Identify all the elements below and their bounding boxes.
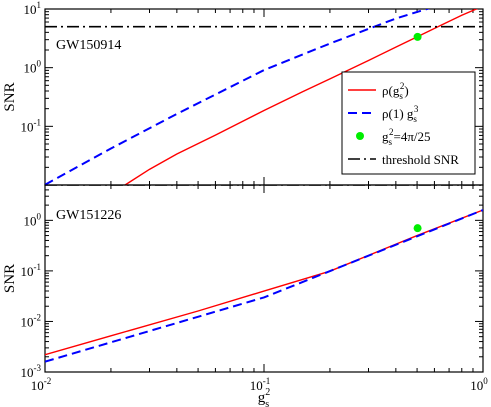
xlabel-main: g [258, 390, 266, 406]
legend-sub: s [399, 91, 403, 101]
tick-mantissa: 10 [31, 378, 44, 393]
legend-label: ρ(gs2) [382, 81, 409, 101]
tick-mantissa: 10 [24, 213, 37, 228]
legend-label: ρ(1) gs3 [382, 104, 419, 124]
legend-main: g [382, 129, 389, 144]
legend-sub: s [389, 137, 393, 147]
legend-sup: 3 [414, 104, 419, 114]
tick-mantissa: 10 [21, 264, 34, 279]
tick-exponent: 0 [37, 211, 42, 221]
tick-mantissa: 10 [21, 365, 34, 380]
legend-main: threshold SNR [382, 152, 459, 167]
y-tick-label: 101 [24, 0, 42, 17]
tick-exponent: -1 [34, 117, 42, 127]
y-tick-label: 10-1 [21, 117, 42, 134]
y-axis-label: SNR [2, 264, 18, 293]
tick-exponent: 0 [37, 59, 42, 69]
tick-mantissa: 10 [24, 61, 37, 76]
legend-main: ρ(1) g [382, 106, 414, 121]
legend-sup: 2 [389, 127, 394, 137]
x-axis-label: gs2 [258, 387, 270, 407]
tick-mantissa: 10 [470, 378, 483, 393]
tick-exponent: -3 [34, 363, 42, 373]
legend-label: gs2=4π/25 [382, 127, 431, 147]
series-line-solid [124, 9, 479, 185]
tick-exponent: -2 [34, 312, 42, 322]
legend-box [341, 71, 476, 175]
y-tick-label: 10-3 [21, 363, 42, 380]
tick-exponent: -1 [34, 262, 42, 272]
series-group [45, 9, 483, 185]
marker-point [413, 32, 422, 41]
tick-mantissa: 10 [24, 2, 37, 17]
series-group [45, 185, 483, 363]
event-annotation: GW150914 [56, 38, 121, 53]
tick-mantissa: 10 [21, 314, 34, 329]
y-tick-label: 10-2 [21, 312, 42, 329]
tick-exponent: -1 [263, 376, 271, 386]
legend-tail: ) [404, 83, 408, 98]
x-tick-label: 10-1 [250, 376, 271, 393]
x-tick-label: 100 [470, 376, 488, 393]
legend-label: threshold SNR [382, 152, 459, 167]
xlabel-sup: 2 [265, 387, 270, 398]
marker-point [413, 224, 422, 233]
event-annotation: GW151226 [56, 208, 121, 223]
x-tick-label: 10-2 [31, 376, 52, 393]
y-tick-label: 100 [24, 59, 42, 76]
legend-main: ρ(g [382, 83, 400, 98]
legend-tail: =4π/25 [394, 129, 431, 144]
xlabel-sub: s [265, 399, 269, 407]
tick-mantissa: 10 [21, 119, 34, 134]
tick-exponent: 1 [37, 0, 42, 10]
tick-exponent: 0 [483, 376, 488, 386]
legend-marker [356, 132, 364, 140]
series-line-dashed [45, 209, 483, 363]
series-line-dashed [45, 9, 431, 185]
y-tick-label: 100 [24, 211, 42, 228]
legend-sub: s [413, 114, 417, 124]
y-tick-label: 10-1 [21, 262, 42, 279]
y-axis-label: SNR [2, 82, 18, 111]
legend-sup: 2 [400, 81, 405, 91]
tick-mantissa: 10 [250, 378, 263, 393]
tick-exponent: -2 [44, 376, 52, 386]
